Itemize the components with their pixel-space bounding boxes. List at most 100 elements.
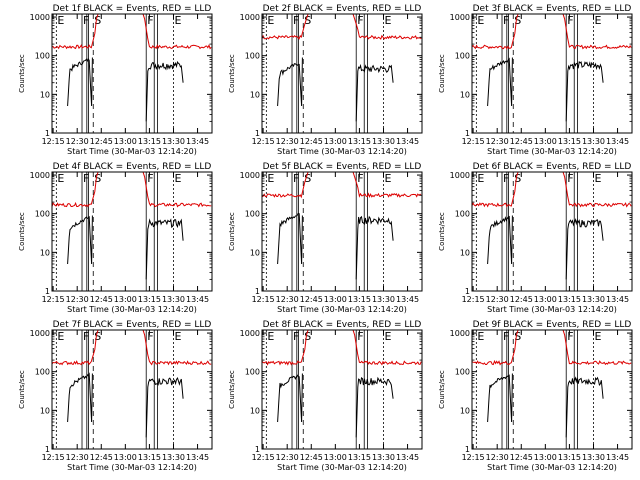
marker-label: E bbox=[174, 14, 181, 27]
x-tick-label: 12:45 bbox=[90, 137, 113, 146]
lld-series bbox=[471, 13, 632, 50]
marker-label: S bbox=[514, 14, 521, 27]
plot-frame bbox=[51, 329, 213, 450]
y-tick-label: 1 bbox=[45, 445, 50, 454]
y-axis-label: Counts/sec bbox=[228, 54, 236, 93]
events-series-segment-2 bbox=[565, 218, 604, 280]
x-tick-label: 12:15 bbox=[252, 295, 275, 304]
x-tick-label: 12:45 bbox=[510, 295, 533, 304]
marker-label: E bbox=[477, 172, 484, 185]
y-tick-label: 1 bbox=[465, 129, 470, 138]
x-tick-label: 13:30 bbox=[162, 295, 185, 304]
lld-series bbox=[261, 171, 422, 199]
lld-series bbox=[51, 171, 212, 208]
x-tick-label: 13:30 bbox=[582, 137, 605, 146]
events-series-segment-2 bbox=[145, 60, 184, 122]
events-series-segment-2 bbox=[355, 376, 394, 438]
x-axis-label: Start Time (30-Mar-03 12:14:20) bbox=[487, 147, 617, 156]
lld-series bbox=[471, 329, 632, 366]
marker-label: F bbox=[503, 330, 509, 343]
panel-title: Det 6f BLACK = Events, RED = LLD bbox=[473, 162, 632, 172]
events-series-segment-2 bbox=[355, 63, 394, 122]
marker-label: F bbox=[147, 14, 153, 27]
marker-label: F bbox=[503, 172, 509, 185]
x-tick-label: 12:45 bbox=[90, 453, 113, 462]
panel-title: Det 4f BLACK = Events, RED = LLD bbox=[53, 162, 212, 172]
y-tick-label: 1000 bbox=[240, 171, 260, 180]
marker-label: S bbox=[94, 14, 101, 27]
marker-label: F bbox=[147, 330, 153, 343]
x-tick-label: 13:30 bbox=[582, 453, 605, 462]
x-tick-label: 12:15 bbox=[42, 295, 65, 304]
events-series-segment-1 bbox=[487, 373, 513, 423]
x-tick-label: 12:30 bbox=[66, 295, 89, 304]
panel-title: Det 1f BLACK = Events, RED = LLD bbox=[53, 4, 212, 14]
marker-label: E bbox=[477, 14, 484, 27]
x-tick-label: 13:15 bbox=[558, 137, 581, 146]
y-tick-label: 10 bbox=[40, 406, 50, 415]
marker-label: F bbox=[293, 172, 299, 185]
marker-label: E bbox=[267, 172, 274, 185]
lld-series bbox=[261, 13, 422, 40]
x-axis-label: Start Time (30-Mar-03 12:14:20) bbox=[67, 305, 197, 314]
panel-title: Det 5f BLACK = Events, RED = LLD bbox=[263, 162, 422, 172]
events-series-segment-1 bbox=[277, 212, 303, 265]
marker-label: E bbox=[57, 172, 64, 185]
marker-label: F bbox=[293, 330, 299, 343]
y-tick-label: 100 bbox=[455, 210, 470, 219]
plot-frame bbox=[261, 171, 423, 292]
x-tick-label: 13:00 bbox=[114, 137, 137, 146]
panel-title: Det 8f BLACK = Events, RED = LLD bbox=[263, 320, 422, 330]
x-tick-label: 13:15 bbox=[558, 453, 581, 462]
events-series-segment-2 bbox=[145, 377, 184, 438]
y-axis-label: Counts/sec bbox=[18, 370, 26, 409]
y-tick-label: 10 bbox=[460, 248, 470, 257]
y-axis-label: Counts/sec bbox=[438, 370, 446, 409]
marker-label: F bbox=[357, 330, 363, 343]
marker-label: E bbox=[594, 172, 601, 185]
x-tick-label: 12:30 bbox=[486, 453, 509, 462]
marker-label: S bbox=[304, 14, 311, 27]
plot-frame bbox=[51, 13, 213, 134]
plot-frame bbox=[471, 13, 633, 134]
plot-frame bbox=[471, 171, 633, 292]
y-tick-label: 1000 bbox=[450, 171, 470, 180]
y-tick-label: 1 bbox=[255, 445, 260, 454]
y-tick-label: 1000 bbox=[30, 13, 50, 22]
x-tick-label: 13:15 bbox=[348, 137, 371, 146]
lld-series bbox=[471, 171, 632, 208]
marker-label: S bbox=[304, 172, 311, 185]
y-tick-label: 1 bbox=[255, 129, 260, 138]
marker-label: E bbox=[384, 172, 391, 185]
events-series-segment-1 bbox=[67, 57, 93, 107]
x-tick-label: 12:30 bbox=[66, 137, 89, 146]
y-axis-label: Counts/sec bbox=[228, 370, 236, 409]
events-series-segment-1 bbox=[67, 372, 93, 423]
y-axis-label: Counts/sec bbox=[438, 212, 446, 251]
marker-label: E bbox=[594, 330, 601, 343]
y-axis-label: Counts/sec bbox=[438, 54, 446, 93]
marker-label: S bbox=[94, 330, 101, 343]
x-tick-label: 13:45 bbox=[396, 137, 419, 146]
x-tick-label: 13:30 bbox=[162, 453, 185, 462]
y-tick-label: 1000 bbox=[450, 13, 470, 22]
x-tick-label: 12:30 bbox=[276, 453, 299, 462]
panel-title: Det 2f BLACK = Events, RED = LLD bbox=[263, 4, 422, 14]
x-axis-label: Start Time (30-Mar-03 12:14:20) bbox=[487, 305, 617, 314]
x-axis-label: Start Time (30-Mar-03 12:14:20) bbox=[277, 147, 407, 156]
y-tick-label: 1 bbox=[465, 287, 470, 296]
y-tick-label: 10 bbox=[460, 90, 470, 99]
panel-title: Det 9f BLACK = Events, RED = LLD bbox=[473, 320, 632, 330]
y-tick-label: 1000 bbox=[450, 329, 470, 338]
x-tick-label: 13:15 bbox=[138, 137, 161, 146]
marker-label: F bbox=[567, 330, 573, 343]
